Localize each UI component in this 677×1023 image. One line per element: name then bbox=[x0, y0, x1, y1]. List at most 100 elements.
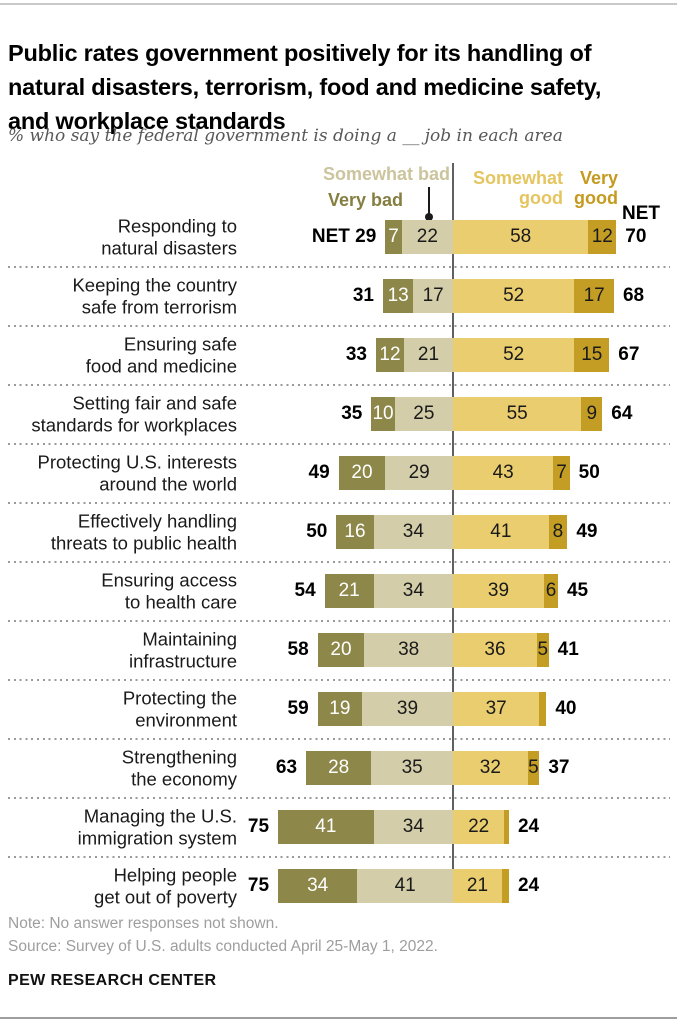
segment-very-good: 12 bbox=[588, 220, 617, 254]
net-bad-value: 50 bbox=[306, 521, 328, 542]
net-good-value: 70 bbox=[625, 226, 647, 247]
row-separator bbox=[8, 325, 670, 327]
segment-somewhat-bad: 38 bbox=[364, 633, 453, 667]
segment-very-bad: 21 bbox=[324, 574, 374, 608]
category-label: Protecting U.S. interests around the wor… bbox=[37, 451, 237, 495]
category-label: Ensuring safe food and medicine bbox=[85, 333, 237, 377]
segment-very-good: 5 bbox=[536, 633, 549, 667]
net-bad-value: 58 bbox=[287, 639, 309, 660]
segment-very-good bbox=[501, 869, 509, 903]
category-label: Protecting the environment bbox=[122, 687, 237, 731]
segment-somewhat-bad: 35 bbox=[371, 751, 453, 785]
segment-very-bad: 20 bbox=[338, 456, 386, 490]
segment-somewhat-bad: 34 bbox=[373, 574, 453, 608]
segment-very-bad: 10 bbox=[371, 397, 395, 431]
row-separator bbox=[8, 384, 670, 386]
segment-somewhat-bad: 39 bbox=[362, 692, 453, 726]
segment-very-bad: 41 bbox=[278, 810, 374, 844]
brand-label: PEW RESEARCH CENTER bbox=[8, 972, 217, 989]
row-separator bbox=[8, 679, 670, 681]
net-bad-value: 63 bbox=[275, 757, 298, 778]
chart-note: Note: No answer responses not shown. bbox=[8, 915, 279, 932]
category-label: Responding to natural disasters bbox=[101, 215, 237, 259]
net-good-value: 24 bbox=[517, 816, 540, 837]
segment-somewhat-good: 32 bbox=[453, 751, 528, 785]
segment-somewhat-good: 21 bbox=[453, 869, 502, 903]
segment-very-good: 6 bbox=[543, 574, 558, 608]
segment-somewhat-bad: 22 bbox=[401, 220, 453, 254]
legend-very-bad: Very bad bbox=[327, 190, 403, 210]
category-label: Keeping the country safe from terrorism bbox=[72, 274, 237, 318]
segment-somewhat-bad: 34 bbox=[373, 515, 453, 549]
category-label: Setting fair and safe standards for work… bbox=[31, 392, 237, 436]
segment-somewhat-bad: 34 bbox=[373, 810, 453, 844]
category-label: Ensuring access to health care bbox=[101, 569, 237, 613]
segment-somewhat-good: 58 bbox=[453, 220, 589, 254]
legend-net-header: NET bbox=[622, 203, 660, 224]
chart-subtitle: % who say the federal government is doin… bbox=[8, 126, 563, 146]
segment-very-good: 9 bbox=[581, 397, 603, 431]
row-separator bbox=[8, 856, 670, 858]
segment-very-bad: 28 bbox=[306, 751, 372, 785]
net-good-value: 40 bbox=[555, 698, 577, 719]
top-divider bbox=[0, 3, 677, 5]
legend-somewhat-good: Somewhat good bbox=[472, 168, 563, 208]
net-bad-value: 54 bbox=[294, 580, 316, 601]
segment-somewhat-good: 52 bbox=[453, 279, 575, 313]
row-separator bbox=[8, 797, 670, 799]
category-label: Effectively handling threats to public h… bbox=[50, 510, 237, 554]
segment-somewhat-good: 22 bbox=[453, 810, 505, 844]
segment-somewhat-good: 43 bbox=[453, 456, 554, 490]
legend-somewhat-bad: Somewhat bad bbox=[322, 164, 450, 184]
category-label: Maintaining infrastructure bbox=[129, 628, 237, 672]
segment-somewhat-good: 37 bbox=[453, 692, 540, 726]
segment-somewhat-bad: 29 bbox=[385, 456, 453, 490]
segment-very-good bbox=[504, 810, 509, 844]
segment-somewhat-bad: 25 bbox=[394, 397, 453, 431]
segment-very-bad: 13 bbox=[383, 279, 414, 313]
net-good-value: 45 bbox=[566, 580, 589, 601]
segment-very-bad: 19 bbox=[317, 692, 362, 726]
segment-somewhat-bad: 17 bbox=[413, 279, 453, 313]
segment-very-bad: 12 bbox=[376, 338, 404, 372]
segment-somewhat-good: 36 bbox=[453, 633, 537, 667]
row-separator bbox=[8, 443, 670, 445]
row-separator bbox=[8, 620, 670, 622]
segment-very-bad: 34 bbox=[278, 869, 358, 903]
segment-somewhat-bad: 21 bbox=[404, 338, 453, 372]
segment-very-good: 15 bbox=[574, 338, 610, 372]
net-bad-value: 33 bbox=[345, 344, 367, 365]
bottom-divider bbox=[0, 1017, 677, 1019]
net-bad-value: 49 bbox=[308, 462, 330, 483]
segment-somewhat-bad: 41 bbox=[357, 869, 453, 903]
segment-very-bad: 7 bbox=[385, 220, 402, 254]
net-good-value: 67 bbox=[618, 344, 640, 365]
legend-pointer-line bbox=[428, 187, 430, 216]
segment-very-good: 17 bbox=[574, 279, 614, 313]
segment-very-good bbox=[539, 692, 547, 726]
category-label: Strengthening the economy bbox=[121, 746, 237, 790]
segment-somewhat-good: 41 bbox=[453, 515, 549, 549]
net-bad-value: NET 29 bbox=[311, 226, 377, 247]
net-good-value: 64 bbox=[611, 403, 633, 424]
category-label: Managing the U.S. immigration system bbox=[77, 805, 237, 849]
net-bad-value: 75 bbox=[247, 816, 270, 837]
row-separator bbox=[8, 738, 670, 740]
segment-very-bad: 16 bbox=[336, 515, 374, 549]
page-title: Public rates government positively for i… bbox=[8, 39, 602, 134]
segment-somewhat-good: 55 bbox=[453, 397, 582, 431]
net-bad-value: 75 bbox=[247, 875, 270, 896]
segment-very-good: 7 bbox=[553, 456, 570, 490]
net-good-value: 41 bbox=[557, 639, 579, 660]
segment-somewhat-good: 39 bbox=[453, 574, 544, 608]
net-bad-value: 59 bbox=[287, 698, 309, 719]
segment-very-good: 5 bbox=[527, 751, 540, 785]
segment-somewhat-good: 52 bbox=[453, 338, 575, 372]
chart-source: Source: Survey of U.S. adults conducted … bbox=[8, 938, 438, 955]
row-separator bbox=[8, 561, 670, 563]
row-separator bbox=[8, 502, 670, 504]
net-bad-value: 35 bbox=[341, 403, 363, 424]
net-good-value: 50 bbox=[578, 462, 600, 483]
row-separator bbox=[8, 266, 670, 268]
